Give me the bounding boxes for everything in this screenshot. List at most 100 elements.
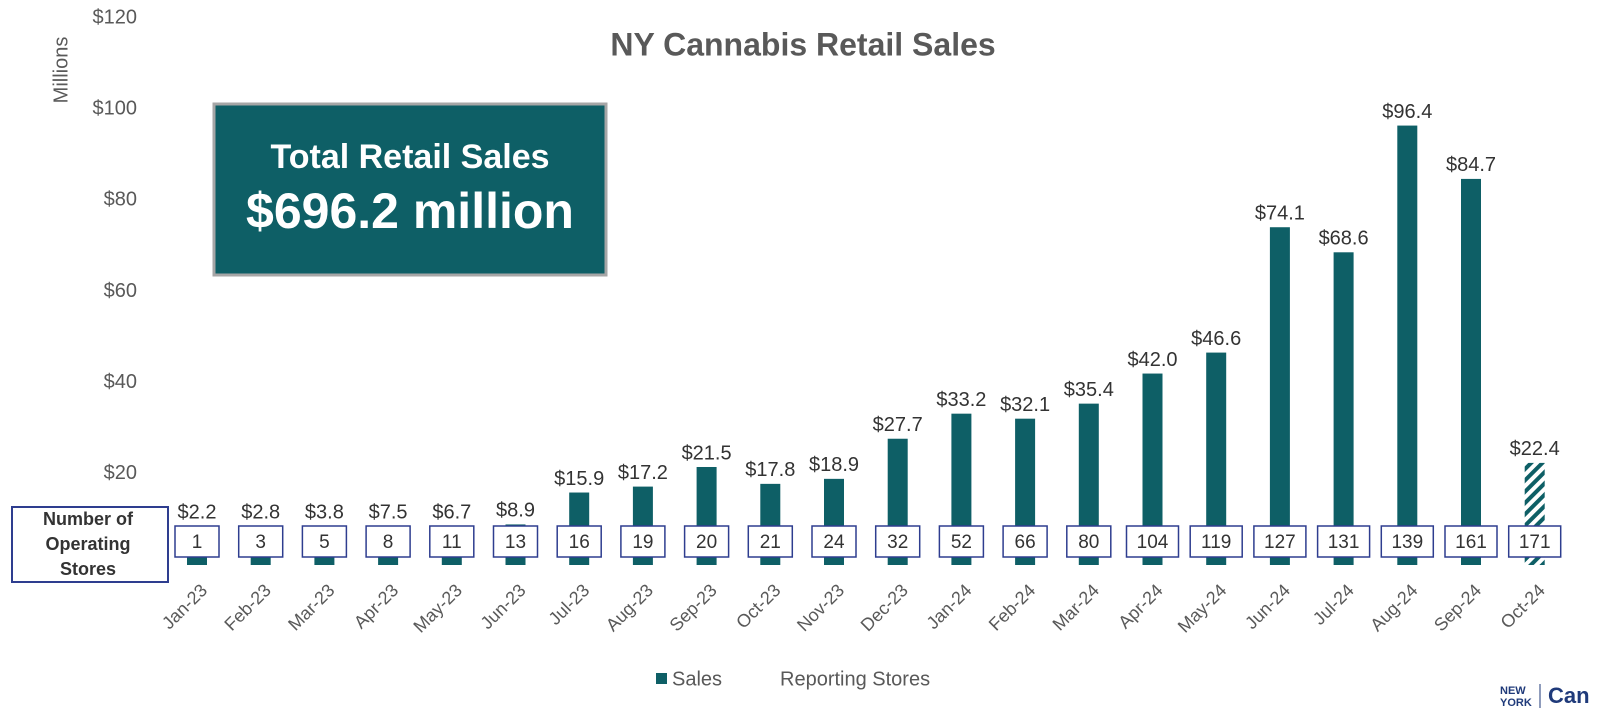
store-box [492,525,539,558]
x-tick-label: Mar-23 [284,580,338,634]
store-label: 3 [255,532,266,553]
x-tick-label: Sep-23 [666,580,721,635]
store-box [811,525,857,558]
store-box [620,525,666,558]
x-tick-label: Dec-23 [857,580,912,635]
x-tick-label: May-24 [1174,580,1231,637]
value-label: $96.4 [1382,101,1432,123]
store-box [429,525,475,558]
x-tick-label: Mar-24 [1049,580,1103,634]
annotation: $696.2 million [246,183,574,239]
store-box [365,525,411,558]
logo: NEW [1500,685,1526,697]
bar [187,554,207,565]
store-label: 21 [760,532,781,553]
x-tick-label: Feb-24 [985,580,1039,634]
bar [1206,352,1227,565]
value-label: $22.4 [1510,438,1560,460]
store-label: 127 [1264,532,1296,553]
store-label: 13 [505,532,526,553]
store-label: 104 [1137,532,1169,553]
bar [1078,403,1099,565]
value-label: $2.8 [241,501,280,523]
x-tick-label: Apr-24 [1114,580,1166,632]
y-tick-label: $80 [104,189,137,211]
value-label: $35.4 [1064,379,1114,401]
y-axis-label: Millions [50,37,72,104]
store-label: 171 [1519,532,1551,553]
stores-label: Number of [43,509,134,529]
bar [1397,125,1418,566]
store-box [1316,525,1371,558]
x-tick-label: Sep-24 [1430,580,1485,635]
x-tick-label: Jul-24 [1309,580,1358,629]
value-label: $2.2 [178,501,217,523]
store-box [1507,525,1562,558]
value-label: $84.7 [1446,154,1496,176]
stores-label: Operating [45,534,130,554]
x-tick-label: Aug-24 [1366,580,1421,635]
store-box [174,525,220,558]
x-tick-label: Oct-23 [732,580,784,632]
x-tick-label: May-23 [409,580,466,637]
store-label: 139 [1391,532,1423,553]
store-label: 131 [1328,532,1360,553]
store-label: 66 [1015,532,1036,553]
store-label: 8 [383,532,394,553]
x-tick-label: Jun-24 [1241,580,1294,633]
bar [1333,252,1354,565]
y-tick-label: $40 [104,371,137,393]
value-label: $46.6 [1191,328,1241,350]
value-label: $7.5 [369,501,408,523]
store-label: 119 [1201,532,1231,553]
x-axis: Jan-23 Feb-23 Mar-23 Apr-23 May-23 Jun-23 Jul-… [158,580,1549,637]
store-box [1444,525,1498,558]
annotation-box [212,102,608,277]
legend-label: Reporting Stores [780,668,930,690]
value-label: $27.7 [873,414,923,436]
annotation: Total Retail Sales [270,138,549,176]
logo: Can [1548,683,1590,708]
x-tick-label: Jul-23 [545,580,594,629]
x-tick-label: Aug-23 [602,580,657,635]
legend-swatch [656,673,667,684]
y-tick-label: $20 [104,462,137,484]
store-box [874,525,921,558]
value-label: $68.6 [1319,228,1369,250]
chart-title: NY Cannabis Retail Sales [610,26,995,62]
x-tick-label: Oct-24 [1497,580,1549,632]
store-box [1002,525,1048,558]
store-label: 20 [696,532,717,553]
stores-label: Stores [60,559,116,579]
store-label: 5 [319,532,330,553]
y-tick-label: $60 [104,280,137,302]
store-box [301,525,348,558]
store-label: 32 [887,532,908,553]
store-label: 24 [823,532,845,553]
y-tick-label: $100 [93,97,138,119]
x-tick-label: Nov-23 [793,580,848,635]
x-tick-label: Jan-23 [158,580,211,633]
value-label: $74.1 [1255,203,1305,225]
bar [1142,373,1163,565]
value-label: $3.8 [305,501,344,523]
store-box [938,525,985,558]
store-box [1253,525,1307,558]
value-label: $18.9 [809,454,859,476]
value-label: $15.9 [554,468,604,490]
store-box [556,525,602,558]
legend: Sales Reporting Stores [656,668,930,690]
value-label: $8.9 [496,500,535,522]
store-label: 11 [442,532,462,553]
x-tick-label: Jan-24 [923,580,976,633]
x-tick-label: Apr-23 [350,580,402,632]
legend-label: Sales [672,668,722,690]
store-label: 161 [1455,532,1487,553]
store-label: 52 [951,532,972,553]
store-box [1380,525,1435,558]
store-box [683,525,730,558]
value-label: $17.8 [745,459,795,481]
x-tick-label: Jun-23 [477,580,530,633]
store-label: 16 [569,532,590,553]
